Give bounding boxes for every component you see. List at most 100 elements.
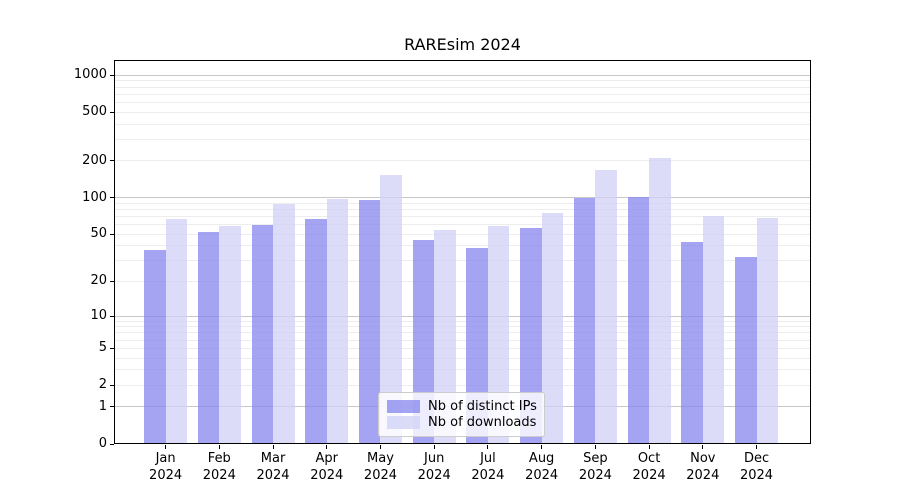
- bar-ips-sep: [573, 198, 596, 444]
- bar-downloads-nov: [702, 215, 725, 444]
- x-tick-mark: [756, 444, 758, 449]
- bar-downloads-jul: [487, 226, 510, 444]
- x-tick-label-oct: Oct 2024: [632, 451, 666, 483]
- legend-item-downloads: Nb of downloads: [387, 415, 537, 430]
- y-tick-label-1: 1: [98, 398, 107, 414]
- gridline-minor: [114, 280, 811, 282]
- x-tick-label-mar: Mar 2024: [256, 451, 290, 483]
- gridline-minor: [114, 80, 811, 82]
- bar-ips-may: [358, 200, 381, 444]
- gridline-minor: [114, 101, 811, 103]
- bar-downloads-mar: [273, 203, 295, 444]
- x-tick-mark: [541, 444, 543, 449]
- gridline-minor: [114, 138, 811, 140]
- x-tick-mark: [379, 444, 381, 449]
- bar-downloads-oct: [649, 158, 671, 444]
- y-tick-mark: [110, 74, 114, 76]
- x-tick-mark: [326, 444, 328, 449]
- bar-downloads-may: [380, 174, 402, 444]
- bar-ips-feb: [197, 232, 220, 444]
- y-tick-label-50: 50: [90, 226, 107, 242]
- bar-downloads-feb: [219, 226, 241, 444]
- gridline-minor: [114, 339, 811, 341]
- bar-ips-dec: [735, 257, 757, 444]
- x-tick-label-nov: Nov 2024: [686, 451, 720, 483]
- gridline-minor: [114, 86, 811, 88]
- x-tick-label-aug: Aug 2024: [525, 451, 559, 483]
- y-tick-label-1000: 1000: [73, 67, 107, 83]
- x-tick-mark: [702, 444, 704, 449]
- x-tick-mark: [433, 444, 435, 449]
- legend-label-ips: Nb of distinct IPs: [428, 399, 537, 414]
- legend-item-ips: Nb of distinct IPs: [387, 399, 537, 414]
- legend: Nb of distinct IPs Nb of downloads: [378, 392, 545, 437]
- y-tick-mark: [110, 443, 114, 445]
- bar-downloads-jan: [165, 218, 188, 444]
- legend-swatch-downloads: [387, 416, 420, 429]
- x-tick-label-sep: Sep 2024: [578, 451, 612, 483]
- bar-ips-apr: [305, 218, 327, 444]
- gridline-minor: [114, 384, 811, 386]
- gridline-minor: [114, 320, 811, 322]
- gridline-minor: [114, 111, 811, 113]
- bar-ips-aug: [520, 228, 542, 444]
- bar-downloads-aug: [541, 212, 564, 444]
- y-tick-label-10: 10: [90, 308, 107, 323]
- gridline-minor: [114, 357, 811, 359]
- gridline-minor: [114, 347, 811, 349]
- y-tick-mark: [110, 160, 114, 162]
- x-tick-mark: [648, 444, 650, 449]
- y-tick-mark: [110, 280, 114, 282]
- bar-ips-jan: [144, 249, 166, 444]
- gridline-minor: [114, 224, 811, 226]
- gridline-minor: [114, 332, 811, 334]
- x-tick-mark: [272, 444, 274, 449]
- y-tick-mark: [110, 111, 114, 113]
- x-tick-label-jul: Jul 2024: [471, 451, 505, 483]
- x-tick-mark: [487, 444, 489, 449]
- x-tick-label-apr: Apr 2024: [310, 451, 344, 483]
- x-tick-mark: [594, 444, 596, 449]
- x-tick-label-jan: Jan 2024: [149, 451, 183, 483]
- gridline-minor: [114, 245, 811, 247]
- y-tick-mark: [110, 233, 114, 235]
- bar-ips-nov: [681, 241, 703, 444]
- bar-downloads-sep: [595, 169, 617, 444]
- gridline-major: [114, 315, 811, 317]
- x-tick-label-dec: Dec 2024: [739, 451, 774, 483]
- x-tick-label-may: May 2024: [363, 451, 398, 483]
- gridline-minor: [114, 260, 811, 262]
- bar-ips-oct: [627, 196, 650, 444]
- y-tick-mark: [110, 315, 114, 317]
- y-tick-mark: [110, 384, 114, 386]
- bar-downloads-jun: [434, 230, 456, 444]
- y-tick-label-20: 20: [90, 273, 107, 289]
- gridline-minor: [114, 93, 811, 95]
- y-tick-label-100: 100: [82, 189, 107, 205]
- y-tick-label-2: 2: [98, 377, 107, 393]
- x-tick-label-feb: Feb 2024: [202, 451, 236, 483]
- gridline-major: [114, 74, 811, 76]
- y-tick-label-200: 200: [82, 152, 107, 168]
- x-tick-mark: [165, 444, 167, 449]
- plot-area: [114, 60, 811, 444]
- gridline-minor: [114, 123, 811, 125]
- bar-downloads-dec: [756, 217, 779, 444]
- y-tick-label-0: 0: [98, 436, 107, 451]
- y-tick-mark: [110, 406, 114, 408]
- gridline-major: [114, 197, 811, 199]
- y-tick-label-5: 5: [98, 340, 107, 356]
- gridline-minor: [114, 208, 811, 210]
- chart-title: RAREsim 2024: [404, 35, 521, 54]
- gridline-minor: [114, 369, 811, 371]
- y-tick-mark: [110, 347, 114, 349]
- x-tick-mark: [218, 444, 220, 449]
- legend-label-downloads: Nb of downloads: [428, 415, 537, 430]
- gridline-minor: [114, 202, 811, 204]
- gridline-minor: [114, 233, 811, 235]
- x-tick-label-jun: Jun 2024: [417, 451, 451, 483]
- gridline-minor: [114, 160, 811, 162]
- gridline-minor: [114, 326, 811, 328]
- legend-swatch-ips: [387, 400, 420, 413]
